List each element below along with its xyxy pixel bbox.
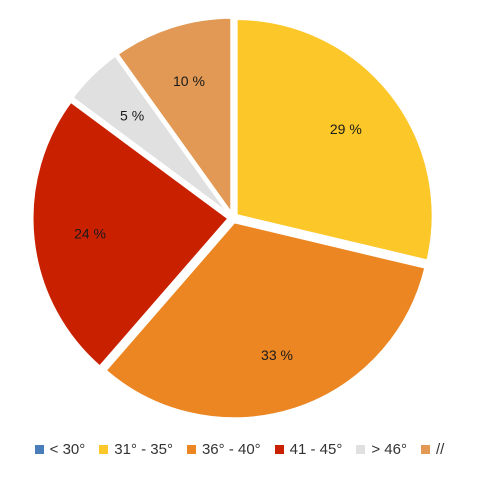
legend-item-2: 36° - 40° <box>186 440 261 458</box>
data-label-3: 24 % <box>74 226 106 242</box>
legend-swatch-5 <box>421 444 430 454</box>
data-label-1: 29 % <box>330 121 362 137</box>
legend-label-1: 31° - 35° <box>114 440 173 458</box>
legend-item-1: 31° - 35° <box>99 441 173 458</box>
pie-slice-1 <box>234 17 435 263</box>
legend-swatch-3 <box>274 444 284 454</box>
legend-swatch-2 <box>186 444 196 454</box>
legend-item-4: > 46° <box>356 441 407 458</box>
legend-item-3: 41 - 45° <box>274 440 343 458</box>
data-label-4: 5 % <box>120 108 144 124</box>
legend-item-5: // <box>421 441 444 458</box>
legend-swatch-0 <box>34 444 44 454</box>
legend-item-0: < 30° <box>34 440 86 458</box>
pie-slice-2 <box>102 220 428 421</box>
pie-slice-4 <box>69 52 232 217</box>
legend-swatch-1 <box>99 444 109 454</box>
legend-label-0: < 30° <box>49 440 86 458</box>
legend-label-3: 41 - 45° <box>289 440 343 458</box>
pie-slice-3 <box>30 99 232 370</box>
legend: < 30° 31° - 35° 36° - 40° 41 - 45° > 46° // <box>0 438 479 460</box>
legend-label-2: 36° - 40° <box>201 440 261 458</box>
data-label-2: 33 % <box>261 347 293 363</box>
data-label-5: 10 % <box>173 73 205 89</box>
legend-label-5: // <box>436 440 445 458</box>
legend-swatch-4 <box>356 444 366 454</box>
legend-label-4: > 46° <box>371 440 407 458</box>
pie-slice-5 <box>114 15 234 219</box>
